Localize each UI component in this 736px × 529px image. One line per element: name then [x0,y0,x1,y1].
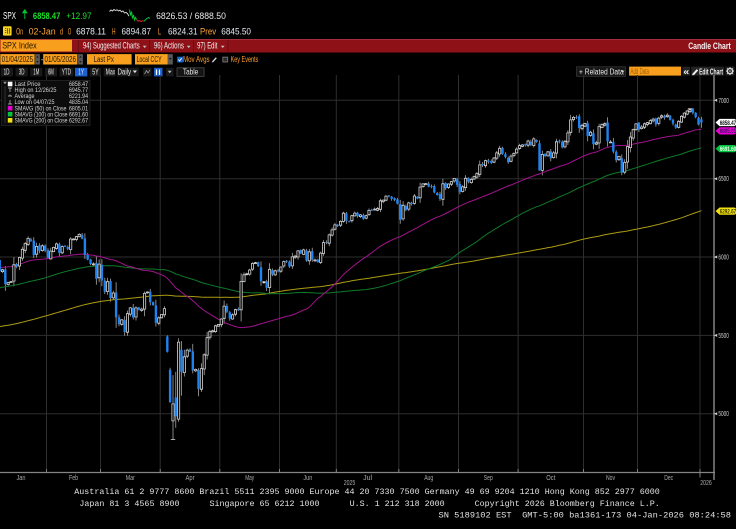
svg-text:Daily: Daily [118,68,132,77]
svg-text:2025: 2025 [344,480,356,487]
svg-text:Mov Avgs: Mov Avgs [183,55,210,64]
svg-text:4835.04: 4835.04 [69,99,88,106]
svg-text:«: « [683,67,689,78]
svg-text:6858.47: 6858.47 [33,11,60,22]
svg-text:Key Events: Key Events [231,55,259,64]
svg-text:1D: 1D [4,68,10,77]
svg-text:5500: 5500 [718,333,728,340]
svg-text:Sep: Sep [484,475,493,482]
svg-text:1Y: 1Y [78,68,84,77]
svg-text:SPX: SPX [3,11,16,22]
svg-text:94) Suggested Charts: 94) Suggested Charts [83,41,140,51]
svg-text:Low on 04/07/25: Low on 04/07/25 [15,99,55,106]
svg-text:On: On [16,26,23,36]
svg-text:6824.31: 6824.31 [168,26,198,36]
svg-text:Apr: Apr [186,475,196,482]
svg-text:6292.67: 6292.67 [720,208,736,215]
svg-text:SMAVG (50) on Close: SMAVG (50) on Close [15,105,67,112]
svg-text:01/04/2025: 01/04/2025 [2,55,34,64]
svg-text:1M: 1M [33,68,39,77]
svg-text:6691.60: 6691.60 [720,146,736,153]
svg-text:H: H [112,26,116,36]
svg-text:Add Data: Add Data [631,67,650,76]
svg-text:Max: Max [106,68,115,77]
svg-text:YTD: YTD [62,68,71,77]
svg-text:Local CCY: Local CCY [137,55,162,64]
svg-text:6894.87: 6894.87 [122,26,152,36]
svg-text:Oct: Oct [546,475,555,482]
svg-text:+ Related Data: + Related Data [579,67,624,76]
svg-text:5000: 5000 [718,411,728,418]
svg-text:Jun: Jun [303,475,312,482]
svg-text:SPX Index: SPX Index [2,41,37,51]
svg-text:Last Px: Last Px [94,55,114,64]
svg-text:Average: Average [15,93,35,100]
svg-text:Mar: Mar [126,475,135,482]
svg-text:6221.94: 6221.94 [69,93,88,100]
svg-text:Feb: Feb [69,475,78,482]
svg-text:6945.77: 6945.77 [69,87,88,94]
svg-text:3D: 3D [19,68,25,77]
svg-text:Jul: Jul [363,475,372,482]
svg-text:O: O [68,26,71,36]
svg-text:Last Price: Last Price [15,81,42,88]
svg-text:d: d [60,26,63,36]
svg-text:6292.67: 6292.67 [69,117,88,124]
svg-text:5Y: 5Y [92,68,99,77]
svg-text:Aug: Aug [424,475,433,482]
svg-text:Australia 61 2 9777 8600 Brazi: Australia 61 2 9777 8600 Brazil 5511 239… [74,488,660,497]
svg-text:6500: 6500 [718,176,728,183]
svg-text:6845.50: 6845.50 [221,26,251,36]
svg-text:02-Jan: 02-Jan [29,26,56,36]
svg-text:6691.60: 6691.60 [69,111,88,118]
svg-text:SMAVG (100) on Close: SMAVG (100) on Close [15,111,68,118]
svg-text:May: May [245,475,254,482]
svg-text:Edit Chart: Edit Chart [699,67,723,76]
svg-text:L: L [158,26,161,36]
svg-text:7000: 7000 [718,98,728,105]
svg-text:Jan: Jan [17,475,26,482]
svg-text:-: - [41,55,44,64]
svg-text:SMAVG (200) on Close: SMAVG (200) on Close [15,117,68,124]
svg-text:Dec: Dec [664,475,673,482]
svg-text:01/05/2026: 01/05/2026 [45,55,77,64]
svg-text:High on 12/26/25: High on 12/26/25 [15,87,57,94]
svg-text:6858.47: 6858.47 [69,81,88,88]
svg-text:6000: 6000 [718,255,728,262]
svg-text:6826.53 / 6888.50: 6826.53 / 6888.50 [156,11,226,21]
svg-text:Table: Table [183,68,199,77]
svg-text:SN 5189102 EST GMT-5:00 ba136: SN 5189102 EST GMT-5:00 ba1361-173 04-Ja… [439,512,732,521]
svg-text:Japan 81 3 4565 8900 Sing: Japan 81 3 4565 8900 Singapore 65 6212 1… [79,500,659,509]
svg-text:Nov: Nov [606,475,615,482]
svg-text:96) Actions: 96) Actions [154,41,184,51]
svg-text:Prev: Prev [200,26,217,36]
svg-text:6M: 6M [48,68,54,77]
svg-text:6858.47: 6858.47 [720,120,736,127]
svg-text:6805.01: 6805.01 [720,128,736,135]
svg-text:6805.01: 6805.01 [69,105,88,112]
svg-text:+12.97: +12.97 [66,11,91,21]
svg-text:6878.11: 6878.11 [76,26,106,36]
svg-text:Candle Chart: Candle Chart [688,41,731,52]
svg-text:2026: 2026 [700,480,712,487]
svg-text:97) Edit: 97) Edit [197,41,218,51]
